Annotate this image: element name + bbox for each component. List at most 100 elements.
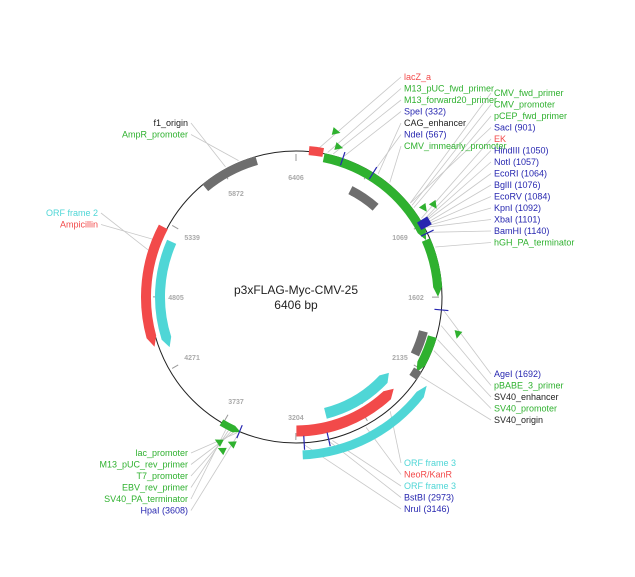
leader-line xyxy=(377,122,402,175)
site-marker xyxy=(326,432,331,447)
leader-line xyxy=(410,127,492,204)
feature-arcs xyxy=(140,127,463,460)
feature-label: EBV_rev_primer xyxy=(122,483,188,493)
feature-label: Ampicillin xyxy=(60,220,98,230)
primer-arrow xyxy=(331,127,341,135)
feature-label: AgeI (1692) xyxy=(494,369,541,379)
leader-line xyxy=(100,212,155,256)
sv40-origin-block xyxy=(409,367,422,380)
feature-label: hGH_PA_terminator xyxy=(494,238,574,248)
feature-label: BglII (1076) xyxy=(494,180,541,190)
leader-line xyxy=(316,76,402,151)
neor-kanr-arrow xyxy=(296,388,394,437)
tick-label: 1069 xyxy=(392,235,408,242)
leader-line xyxy=(373,134,402,172)
tick-label: 5339 xyxy=(184,235,200,242)
feature-label: XbaI (1101) xyxy=(494,215,540,225)
tick-label: 3737 xyxy=(228,399,244,406)
site-marker xyxy=(368,166,378,180)
feature-label: CMV_immearly_promoter xyxy=(404,141,507,151)
primer-arrow xyxy=(227,441,237,449)
feature-label: HindIII (1050) xyxy=(494,146,549,156)
tick-label: 4805 xyxy=(168,295,184,302)
plasmid-size: 6406 bp xyxy=(274,298,318,312)
sv40-enhancer-block xyxy=(410,330,428,357)
tick-label: 3204 xyxy=(288,415,304,422)
feature-label: NeoR/KanR xyxy=(404,470,453,480)
site-marker xyxy=(339,151,346,166)
tick-mark xyxy=(171,364,179,369)
leader-line xyxy=(190,428,230,488)
feature-label: NruI (3146) xyxy=(404,504,450,514)
leader-line xyxy=(433,350,492,409)
feature-label: pCEP_fwd_primer xyxy=(494,111,567,121)
f1-origin-block xyxy=(202,156,259,192)
plasmid-name: p3xFLAG-Myc-CMV-25 xyxy=(234,283,358,297)
leader-line xyxy=(425,196,492,226)
primer-arrow xyxy=(214,439,224,447)
site-marker xyxy=(236,424,243,439)
hgh-terminator-arrow xyxy=(421,238,443,297)
tick-mark xyxy=(224,414,229,422)
leader-line xyxy=(190,433,240,511)
feature-label: ORF frame 3 xyxy=(404,481,456,491)
feature-label: M13_pUC_rev_primer xyxy=(99,460,188,470)
feature-label: SpeI (332) xyxy=(404,107,446,117)
leader-line xyxy=(424,184,492,225)
leader-line xyxy=(190,432,238,454)
leader-line xyxy=(413,115,492,208)
feature-label: f1_origin xyxy=(153,118,188,128)
mcs-block xyxy=(416,216,432,230)
leader-line xyxy=(443,309,492,375)
feature-label: KpnI (1092) xyxy=(494,203,541,213)
leader-line xyxy=(420,376,492,421)
sv40-feature-arrow xyxy=(416,335,437,373)
feature-label: BamHI (1140) xyxy=(494,226,549,236)
leader-line xyxy=(411,104,492,206)
primer-arrow xyxy=(454,330,463,339)
site-marker xyxy=(420,229,434,237)
feature-label: ORF frame 3 xyxy=(404,458,456,468)
leader-line xyxy=(327,88,402,153)
feature-label: NdeI (567) xyxy=(404,130,447,140)
leader-line xyxy=(190,122,226,168)
primer-arrow xyxy=(418,202,427,212)
leader-line xyxy=(435,242,492,248)
leader-line xyxy=(422,150,492,222)
leader-line xyxy=(190,427,228,500)
orf-frame3-arrow xyxy=(324,372,389,419)
leader-line xyxy=(100,224,160,242)
leader-line xyxy=(190,431,235,465)
orf-frame3b-arrow xyxy=(302,385,427,460)
feature-label: EcoRI (1064) xyxy=(494,169,547,179)
lacz-block xyxy=(308,146,325,157)
tick-label: 6406 xyxy=(288,175,304,182)
feature-label: HpaI (3608) xyxy=(140,506,188,516)
feature-label: SV40_promoter xyxy=(494,404,557,414)
feature-label: lac_promoter xyxy=(135,448,188,458)
leader-line xyxy=(190,134,239,161)
feature-label: M13_forward20_primer xyxy=(404,95,497,105)
sv40-pa-terminator-arrow xyxy=(219,419,241,433)
feature-label: T7_promoter xyxy=(136,471,188,481)
primer-arrow xyxy=(428,199,437,209)
site-marker xyxy=(434,308,449,312)
feature-label: SacI (901) xyxy=(494,123,536,133)
leader-line xyxy=(437,339,492,398)
cmv-feature-arrow xyxy=(322,153,426,240)
feature-label: BstBI (2973) xyxy=(404,493,454,503)
leader-line xyxy=(423,161,492,222)
feature-label: ORF frame 2 xyxy=(46,208,98,218)
feature-label: lacZ_a xyxy=(404,72,431,82)
feature-label: SV40_enhancer xyxy=(494,392,559,402)
leader-line xyxy=(190,430,233,477)
feature-label: SV40_origin xyxy=(494,415,543,425)
leader-line xyxy=(423,173,492,223)
feature-label: AmpR_promoter xyxy=(122,130,188,140)
tick-label: 1602 xyxy=(408,295,424,302)
tick-label: 2135 xyxy=(392,355,408,362)
restriction-sites xyxy=(236,151,449,450)
orf-frame2-arrow xyxy=(155,239,177,348)
feature-labels: lacZ_a M13_pUC_fwd_primerM13_forward20_pr… xyxy=(46,72,574,516)
cag-enhancer-block xyxy=(348,186,379,211)
